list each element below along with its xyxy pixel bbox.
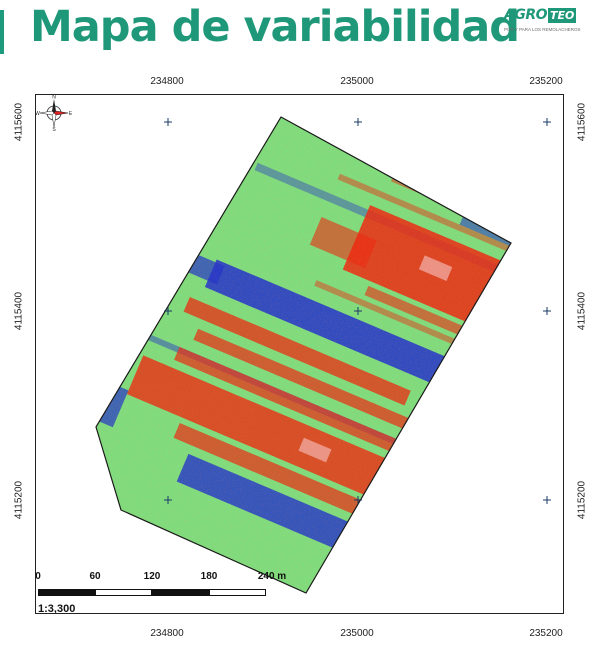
scale-label-240: 240 m (257, 571, 287, 582)
x-tick-bottom-234800: 234800 (150, 628, 184, 639)
y-tick-right-4115400: 4115400 (576, 291, 588, 331)
scale-ratio: 1:3,300 (38, 603, 76, 614)
x-tick-top-234800: 234800 (150, 76, 184, 87)
header-accent-bar (0, 10, 4, 54)
x-tick-top-235000: 235000 (340, 76, 374, 87)
y-tick-right-4115200: 4115200 (576, 480, 588, 520)
x-tick-top-235200: 235200 (529, 76, 563, 87)
scale-label-120: 120 (143, 571, 161, 582)
scale-bar-labels: 0 60 120 180 240 m (35, 571, 563, 585)
compass-west: W (36, 111, 40, 117)
compass-east: E (69, 111, 72, 117)
scale-label-0: 0 (35, 571, 41, 582)
logo-agro-text: AGRO (504, 7, 548, 23)
compass-rose-icon: N S E W (36, 95, 72, 131)
compass-south: S (52, 127, 56, 131)
scale-segment-1 (38, 589, 95, 596)
map-canvas (95, 116, 551, 594)
scale-label-60: 60 (89, 571, 101, 582)
logo-teo-text: TEO (548, 7, 577, 23)
y-tick-left-4115600: 4115600 (13, 102, 25, 142)
scale-segment-4 (209, 589, 266, 596)
page-title: Mapa de variabilidad (30, 2, 520, 52)
x-tick-bottom-235200: 235200 (529, 628, 563, 639)
y-tick-left-4115200: 4115200 (13, 480, 25, 520)
field-raster (96, 117, 511, 593)
field-boundary (95, 116, 512, 594)
logo-tagline: POR Y PARA LOS REMOLACHEROS (504, 27, 581, 32)
brand-logo: AGRO TEO POR Y PARA LOS REMOLACHEROS (504, 6, 586, 32)
y-tick-left-4115400: 4115400 (13, 291, 25, 331)
compass-north: N (52, 95, 56, 101)
scale-bar (38, 589, 266, 596)
scale-segment-3 (152, 589, 209, 596)
scale-segment-2 (95, 589, 152, 596)
grid-crosses (164, 118, 551, 504)
x-tick-bottom-235000: 235000 (340, 628, 374, 639)
variability-map[interactable]: 0 60 120 180 240 m 1:3,300 N S E W (35, 94, 564, 614)
y-tick-right-4115600: 4115600 (576, 102, 588, 142)
scale-label-180: 180 (200, 571, 218, 582)
